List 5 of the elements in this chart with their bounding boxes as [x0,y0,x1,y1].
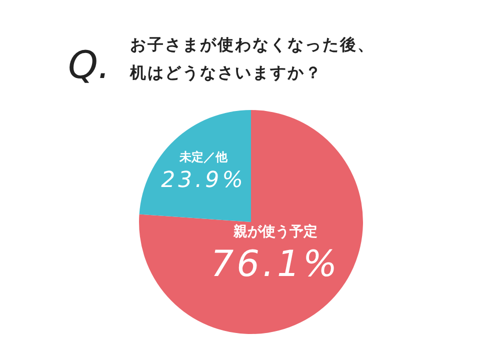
slice-label: 未定／他 23.9% [161,150,246,194]
slice-label: 親が使う予定 76.1% [210,224,340,286]
title: お子さまが使わなくなった後、 [130,35,375,54]
title: 机はどうなさいますか？ [130,63,322,82]
annotation: Q. [68,43,110,87]
